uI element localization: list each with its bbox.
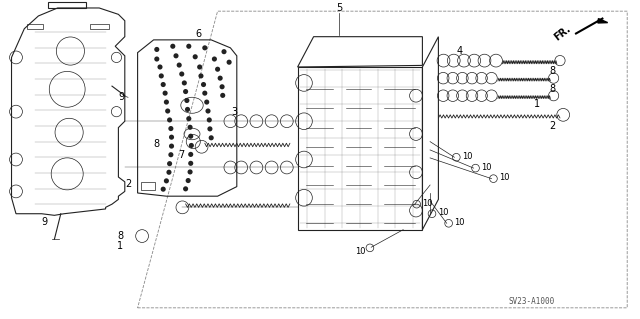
Ellipse shape [193,54,198,59]
Text: 10: 10 [355,247,365,256]
Text: 6: 6 [195,29,202,39]
Polygon shape [598,19,608,23]
Text: 10: 10 [499,173,509,182]
Ellipse shape [202,45,207,50]
Text: 9: 9 [42,217,48,227]
Text: 2: 2 [125,179,131,189]
Ellipse shape [177,63,182,68]
Ellipse shape [173,53,179,58]
Text: FR.: FR. [552,24,573,43]
Ellipse shape [167,117,172,122]
Ellipse shape [204,100,209,105]
Bar [90,24,109,29]
Text: 4: 4 [456,46,463,56]
Ellipse shape [207,117,212,122]
Ellipse shape [227,60,232,65]
Ellipse shape [185,107,190,112]
Ellipse shape [207,126,212,131]
Ellipse shape [182,80,187,85]
Ellipse shape [186,44,191,49]
Text: 10: 10 [462,152,472,161]
Ellipse shape [159,73,164,78]
Ellipse shape [218,76,223,81]
Text: 8: 8 [549,84,556,94]
Ellipse shape [164,178,169,183]
Ellipse shape [157,64,163,70]
Text: 8: 8 [154,139,160,149]
Ellipse shape [188,134,193,139]
Ellipse shape [165,108,170,114]
Bar [27,24,43,29]
Ellipse shape [197,64,202,70]
Text: 3: 3 [232,108,238,117]
Ellipse shape [183,89,188,94]
Text: 5: 5 [336,3,342,13]
Ellipse shape [169,135,174,140]
Ellipse shape [188,161,193,166]
Text: 1: 1 [534,99,540,109]
Text: 10: 10 [454,218,465,227]
Ellipse shape [164,100,169,105]
Ellipse shape [179,71,184,77]
Ellipse shape [209,135,214,140]
Ellipse shape [212,56,217,62]
Ellipse shape [183,186,188,191]
Ellipse shape [188,152,193,157]
Ellipse shape [161,82,166,87]
Ellipse shape [188,125,193,130]
Text: 1: 1 [117,241,124,251]
Ellipse shape [198,73,204,78]
Text: SV23-A1000: SV23-A1000 [508,297,554,306]
Ellipse shape [201,82,206,87]
Ellipse shape [161,187,166,192]
Text: 8: 8 [117,231,124,241]
Ellipse shape [220,93,225,98]
Ellipse shape [188,169,193,174]
Ellipse shape [167,161,172,166]
Text: 9: 9 [118,93,125,102]
Ellipse shape [189,143,194,148]
Ellipse shape [168,126,173,131]
Text: 10: 10 [481,163,492,172]
Ellipse shape [170,44,175,49]
Text: 7: 7 [178,150,184,160]
Text: 10: 10 [422,199,433,208]
Ellipse shape [163,91,168,96]
Ellipse shape [154,47,159,52]
Ellipse shape [202,91,207,96]
Ellipse shape [205,108,211,114]
Ellipse shape [166,170,172,175]
Ellipse shape [168,152,173,157]
Ellipse shape [184,98,189,103]
Ellipse shape [186,178,191,183]
Ellipse shape [220,84,225,89]
Ellipse shape [221,49,227,54]
Ellipse shape [215,67,220,72]
Ellipse shape [186,116,191,121]
Text: 2: 2 [549,121,556,131]
Text: 10: 10 [438,208,448,217]
Ellipse shape [169,144,174,149]
Ellipse shape [154,56,159,62]
Bar [141,182,155,190]
Text: 8: 8 [549,66,556,76]
